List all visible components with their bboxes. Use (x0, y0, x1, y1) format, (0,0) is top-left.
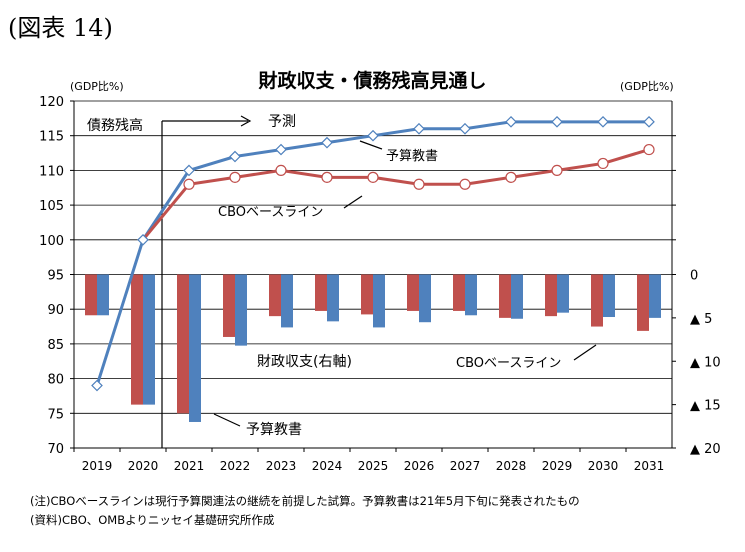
x-tick-label: 2025 (358, 459, 389, 473)
marker-budget (505, 115, 517, 128)
annotation-balance: 財政収支(右軸) (257, 354, 352, 370)
marker-cbo (413, 178, 425, 190)
left-tick-label: 95 (47, 269, 64, 284)
bar-cbo (499, 274, 511, 318)
x-tick-label: 2026 (404, 459, 435, 473)
left-tick-label: 80 (47, 373, 64, 388)
x-tick-label: 2028 (496, 459, 527, 473)
marker-cbo (505, 171, 517, 183)
marker-budget (597, 115, 609, 128)
right-tick-label: ▲ 10 (690, 355, 721, 370)
marker-budget (413, 122, 425, 135)
x-tick-label: 2020 (128, 459, 159, 473)
marker-budget (183, 164, 195, 177)
marker-budget (91, 379, 103, 392)
left-tick-label: 100 (39, 234, 64, 249)
leader-budget-line (359, 140, 383, 150)
bar-cbo (637, 274, 649, 331)
left-tick-label: 120 (39, 95, 64, 110)
bar-cbo (177, 274, 189, 414)
left-tick-label: 105 (39, 199, 64, 214)
right-axis-unit: (GDP比%) (620, 80, 674, 93)
bar-budget (235, 274, 247, 346)
marker-budget (643, 115, 655, 128)
left-tick-label: 70 (47, 442, 64, 457)
marker-cbo (229, 171, 241, 183)
marker-budget (367, 129, 379, 142)
bar-cbo (269, 274, 281, 317)
marker-cbo (597, 157, 609, 170)
annotation-budget-bar: 予算教書 (246, 422, 302, 438)
left-tick-label: 75 (47, 407, 64, 422)
bar-budget (143, 274, 155, 405)
chart-title: 財政収支・債務残高見通し (258, 70, 487, 92)
marker-budget (137, 233, 149, 246)
bar-cbo (545, 274, 557, 317)
x-tick-label: 2021 (174, 459, 205, 473)
forecast-arrowhead (240, 115, 252, 127)
leader-cbo-line (343, 195, 363, 209)
bar-budget (511, 274, 523, 319)
bar-budget (327, 274, 339, 322)
annotation-debt: 債務残高 (87, 117, 143, 134)
figure-label: (図表 14) (8, 14, 113, 42)
bar-cbo (85, 274, 97, 316)
marker-budget (459, 122, 471, 135)
bar-cbo (407, 274, 419, 311)
left-axis-unit: (GDP比%) (70, 80, 124, 93)
bar-budget (465, 274, 477, 316)
marker-cbo (551, 164, 563, 176)
x-tick-label: 2031 (634, 459, 665, 473)
bar-cbo (131, 274, 143, 405)
x-tick-label: 2027 (450, 459, 481, 473)
annotation-cbo-bar: CBOベースライン (456, 356, 561, 371)
x-tick-label: 2030 (588, 459, 619, 473)
x-tick-label: 2019 (82, 459, 113, 473)
bar-budget (97, 274, 109, 316)
marker-cbo (643, 143, 655, 156)
annotation-cbo-line: CBOベースライン (218, 205, 323, 220)
leader-cbo-bar (573, 344, 597, 361)
marker-budget (275, 143, 287, 156)
left-tick-label: 110 (39, 164, 64, 179)
bar-budget (419, 274, 431, 323)
bar-budget (603, 274, 615, 318)
right-tick-label: ▲ 5 (690, 312, 712, 327)
marker-cbo (367, 171, 379, 183)
bar-budget (649, 274, 661, 318)
right-tick-label: 0 (690, 269, 698, 284)
x-tick-label: 2023 (266, 459, 297, 473)
bar-cbo (591, 274, 603, 327)
left-tick-label: 115 (39, 130, 64, 145)
bar-cbo (361, 274, 373, 315)
right-tick-label: ▲ 15 (690, 399, 721, 414)
bar-budget (189, 274, 201, 422)
marker-cbo (321, 171, 333, 183)
left-tick-label: 90 (47, 303, 64, 318)
bar-budget (373, 274, 385, 328)
marker-cbo (459, 178, 471, 190)
bar-cbo (315, 274, 327, 311)
marker-budget (551, 115, 563, 128)
marker-budget (229, 150, 241, 163)
marker-budget (321, 136, 333, 149)
right-tick-label: ▲ 20 (690, 442, 721, 457)
line-cbo (141, 148, 650, 241)
bar-cbo (453, 274, 465, 311)
footnote-note: (注)CBOベースラインは現行予算関連法の継続を前提した試算。予算教書は21年5… (30, 494, 580, 508)
left-tick-label: 85 (47, 338, 64, 353)
marker-cbo (183, 178, 195, 190)
x-tick-label: 2029 (542, 459, 573, 473)
bar-budget (557, 274, 569, 313)
leader-budget-bar (213, 413, 241, 427)
annotation-forecast: 予測 (268, 114, 296, 130)
x-tick-label: 2022 (220, 459, 251, 473)
annotation-budget-line: 予算教書 (386, 148, 438, 164)
bar-cbo (223, 274, 235, 337)
footnote-source: (資料)CBO、OMBよりニッセイ基礎研究所作成 (30, 513, 275, 527)
marker-cbo (275, 164, 287, 176)
x-tick-label: 2024 (312, 459, 343, 473)
bar-budget (281, 274, 293, 328)
